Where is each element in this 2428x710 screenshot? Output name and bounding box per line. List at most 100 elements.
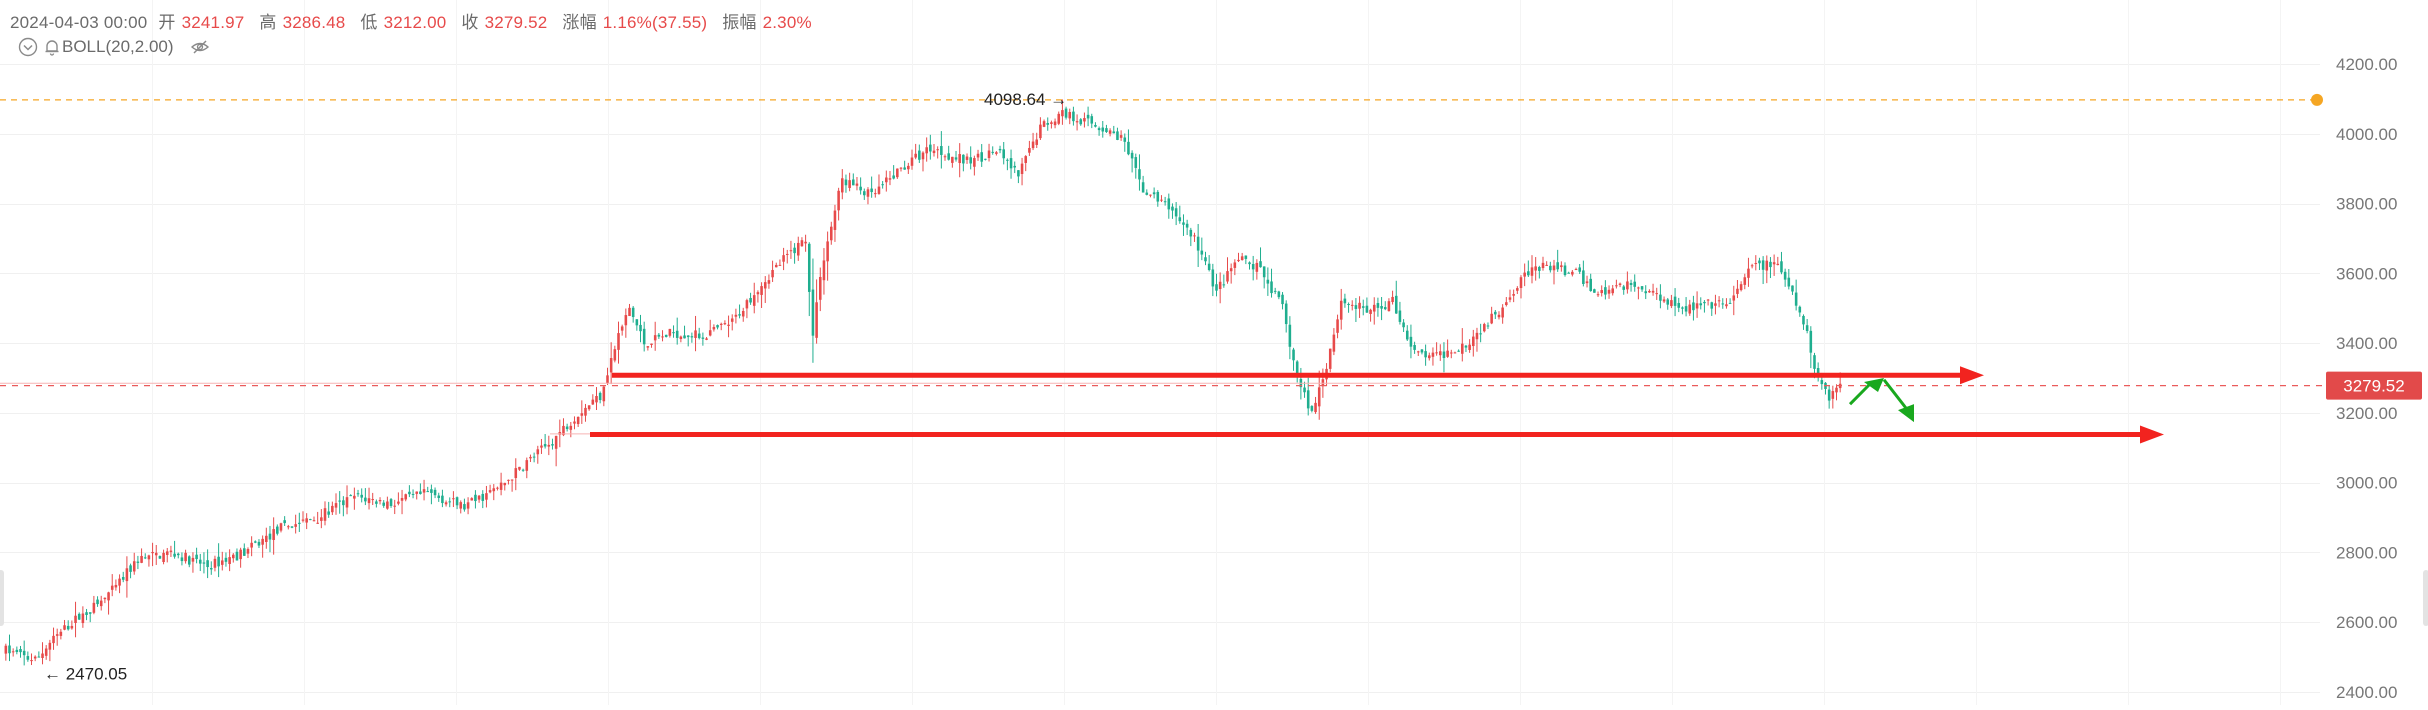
candle-body (1218, 281, 1222, 290)
candle-body (1339, 300, 1343, 320)
candle-body (1097, 128, 1101, 131)
candle-body (800, 240, 804, 247)
candle-body (287, 526, 290, 528)
candle-body (543, 444, 547, 447)
candle-body (1193, 235, 1196, 237)
candle-body (1813, 355, 1816, 369)
low-label: 低 (360, 13, 378, 32)
candle-body (1695, 303, 1699, 309)
candle-body (991, 151, 994, 153)
candle-body (918, 150, 921, 160)
candle-body (591, 399, 595, 405)
candle-body (1207, 263, 1211, 270)
candle-body (1721, 303, 1725, 305)
candle-body (444, 502, 448, 505)
candle-body (345, 497, 349, 508)
candle-body (1831, 391, 1835, 399)
candle-body (1244, 255, 1248, 259)
candle-body (1585, 281, 1589, 284)
candle-body (320, 517, 323, 521)
candle-body (1006, 159, 1009, 161)
y-tick-label: 3600.00 (2336, 264, 2397, 283)
candle-body (1222, 284, 1226, 286)
candle-body (52, 635, 55, 644)
candle-body (1046, 123, 1050, 125)
candle-body (261, 538, 264, 545)
candle-body (393, 505, 396, 507)
candle-body (947, 153, 950, 160)
candle-body (1332, 334, 1336, 352)
candle-body (1442, 351, 1446, 359)
change-value: 1.16%(37.55) (602, 13, 708, 32)
candle-body (1805, 325, 1809, 331)
candle-body (426, 491, 430, 493)
candle-body (455, 497, 459, 506)
candle-body (1618, 283, 1622, 285)
candle-body (140, 555, 143, 563)
candle-body (125, 568, 129, 582)
candle-body (1178, 217, 1182, 222)
candle-body (521, 469, 525, 471)
candle-body (74, 615, 77, 624)
candle-body (1072, 111, 1075, 122)
candle-body (1758, 260, 1761, 264)
candle-body (353, 495, 356, 499)
candle-body (881, 184, 884, 186)
candle-body (936, 149, 939, 151)
candle-body (1013, 165, 1017, 168)
candle-body (1009, 158, 1013, 169)
candle-body (1387, 301, 1391, 312)
grid-lines (0, 0, 2320, 705)
candle-body (995, 152, 998, 154)
candle-body (1424, 351, 1427, 358)
candle-body (1281, 294, 1284, 305)
candle-body (771, 269, 774, 278)
candle-body (866, 189, 870, 197)
y-tick-label: 2800.00 (2336, 543, 2397, 562)
candle-body (8, 645, 11, 654)
candle-body (859, 186, 862, 191)
indicator-row: BOLL(20,2.00) (18, 36, 214, 58)
candle-body (221, 560, 224, 565)
candle-body (1361, 306, 1365, 308)
candle-body (1402, 322, 1405, 328)
candle-body (15, 649, 19, 652)
candle-body (143, 557, 147, 559)
bell-icon[interactable] (42, 37, 62, 57)
ohlc-header: 2024-04-03 00:00 开 3241.97 高 3286.48 低 3212… (10, 8, 822, 33)
candle-body (1497, 314, 1501, 318)
candle-body (1189, 229, 1193, 237)
candle-body (1108, 130, 1112, 134)
left-edge-handle[interactable] (0, 570, 4, 626)
indicator-label[interactable]: BOLL(20,2.00) (62, 37, 174, 56)
candle-body (26, 656, 30, 660)
candle-body (822, 260, 826, 281)
candle-body (1123, 137, 1127, 142)
candle-body (323, 508, 327, 521)
candle-body (1703, 301, 1706, 304)
candle-body (19, 649, 22, 653)
candle-body (228, 557, 231, 565)
candle-body (752, 295, 756, 306)
candle-body (463, 504, 466, 510)
eye-off-icon[interactable] (190, 37, 210, 57)
candle-body (375, 501, 378, 504)
candle-body (1196, 236, 1200, 251)
candle-body (441, 495, 444, 504)
candle-body (408, 491, 411, 495)
candle-body (162, 552, 165, 563)
candle-body (1681, 307, 1684, 309)
amplitude-value: 2.30% (762, 13, 812, 32)
right-edge-handle[interactable] (2423, 570, 2428, 626)
candle-body (1827, 389, 1831, 401)
candle-body (818, 276, 822, 300)
candle-body (70, 625, 74, 629)
candle-body (96, 599, 99, 605)
candle-body (785, 253, 789, 255)
candle-body (793, 247, 796, 254)
candle-body (595, 396, 598, 403)
candle-body (1736, 288, 1739, 294)
chevron-down-icon[interactable] (18, 37, 38, 57)
